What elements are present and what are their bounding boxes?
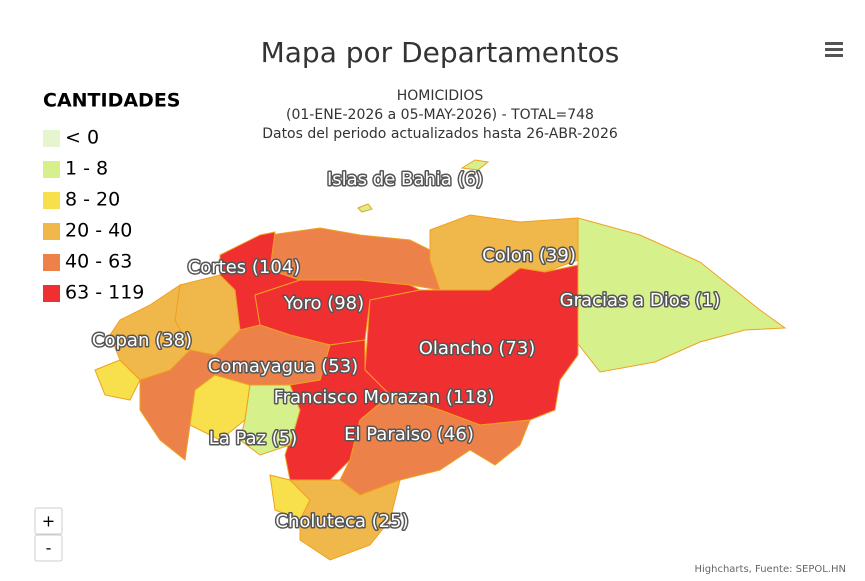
department-shape xyxy=(239,384,301,456)
region-name: Olancho xyxy=(419,338,493,359)
department-shape xyxy=(357,203,373,213)
data-label: Choluteca (25) xyxy=(275,511,408,532)
region-name: El Paraiso xyxy=(344,424,431,445)
region-name: La Paz xyxy=(209,428,266,449)
department-shape xyxy=(288,479,401,561)
menu-button[interactable] xyxy=(825,42,843,57)
data-label: Colon (39) xyxy=(482,245,576,266)
menu-bar xyxy=(825,54,843,57)
region-value: (73) xyxy=(498,338,535,359)
region-name: Cortes xyxy=(188,257,247,278)
zoom-in-label: + xyxy=(42,512,55,531)
legend-swatch xyxy=(43,161,60,178)
data-labels: Islas de Bahia (6) Cortes (104) Colon (39)… xyxy=(90,168,721,534)
departments xyxy=(94,159,787,561)
department-shape xyxy=(339,394,531,496)
region-value: (5) xyxy=(272,428,298,449)
zoom-out[interactable]: - xyxy=(34,534,63,562)
region-value: (6) xyxy=(458,169,484,190)
region-name: Choluteca xyxy=(275,511,365,532)
subtitle: (01-ENE-2026 a 05-MAY-2026) - TOTAL=748 xyxy=(286,107,594,123)
legend-label: 1 - 8 xyxy=(65,158,108,180)
region-value: (98) xyxy=(327,293,364,314)
region-value: (118) xyxy=(446,387,494,408)
data-label: Islas de Bahia (6) xyxy=(327,169,483,190)
region-name: Islas de Bahia xyxy=(327,169,452,190)
credits: Highcharts, Fuente: SEPOL.HN xyxy=(694,564,846,575)
data-label: Comayagua (53) xyxy=(208,356,358,377)
legend-title: CANTIDADES xyxy=(43,90,181,112)
region-value: (46) xyxy=(437,424,474,445)
data-label: La Paz (5) xyxy=(209,428,298,449)
legend-swatch xyxy=(43,192,60,209)
region-name: Gracias a Dios xyxy=(560,290,689,311)
data-label: Copan (38) xyxy=(92,330,192,351)
region-name: Copan xyxy=(92,330,149,351)
legend-swatch xyxy=(43,130,60,147)
data-label: El Paraiso (46) xyxy=(344,424,474,445)
legend-swatch xyxy=(43,254,60,271)
title: Mapa por Departamentos xyxy=(261,36,620,69)
data-label: Gracias a Dios (1) xyxy=(560,290,721,311)
region-value: (1) xyxy=(695,290,721,311)
zoom-in[interactable]: + xyxy=(34,507,63,535)
data-label: Cortes (104) xyxy=(188,257,301,278)
region-name: Colon xyxy=(482,245,533,266)
legend-label: 40 - 63 xyxy=(65,251,132,273)
region-value: (38) xyxy=(155,330,192,351)
legend-swatch xyxy=(43,223,60,240)
subtitle: Datos del periodo actualizados hasta 26-… xyxy=(262,126,618,142)
region-name: Comayagua xyxy=(208,356,316,377)
legend-label: < 0 xyxy=(65,127,99,149)
legend-label: 63 - 119 xyxy=(65,282,144,304)
data-label: Yoro (98) xyxy=(283,293,364,314)
department-shape xyxy=(94,359,141,401)
zoom-out-label: - xyxy=(46,539,52,558)
data-label: Francisco Morazan (118) xyxy=(274,387,495,408)
menu-bar xyxy=(825,42,843,45)
legend-label: 20 - 40 xyxy=(65,220,132,242)
department-shape xyxy=(109,283,191,381)
region-value: (53) xyxy=(321,356,358,377)
region-value: (104) xyxy=(252,257,300,278)
region-value: (25) xyxy=(372,511,409,532)
zoom-out-button[interactable] xyxy=(34,534,63,562)
menu-bar xyxy=(825,48,843,51)
data-label: Olancho (73) xyxy=(419,338,536,359)
region-name: Francisco Morazan xyxy=(274,387,441,408)
subtitle: HOMICIDIOS xyxy=(397,88,484,104)
zoom-in-button[interactable] xyxy=(34,507,63,535)
legend-swatch xyxy=(43,285,60,302)
region-name: Yoro xyxy=(283,293,322,314)
department-shape xyxy=(460,159,490,171)
region-value: (39) xyxy=(539,245,576,266)
legend-label: 8 - 20 xyxy=(65,189,120,211)
